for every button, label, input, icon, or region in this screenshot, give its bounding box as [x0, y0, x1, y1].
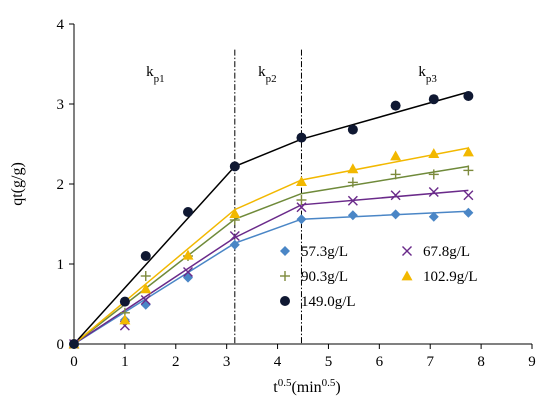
- x-tick-label: 8: [477, 354, 485, 370]
- legend-label: 90.3g/L: [301, 269, 348, 285]
- x-tick-label: 9: [528, 354, 536, 370]
- x-tick-label: 1: [121, 354, 129, 370]
- data-point: [182, 207, 193, 217]
- data-point: [140, 295, 151, 305]
- data-point: [295, 176, 307, 186]
- legend-entry: 57.3g/L: [280, 244, 348, 260]
- y-axis-title: qt(g/g): [9, 162, 26, 206]
- legend-label: 102.9g/L: [423, 269, 478, 285]
- data-point: [390, 150, 402, 161]
- x-tick-label: 0: [70, 354, 78, 370]
- data-point: [428, 211, 439, 222]
- data-point: [462, 146, 474, 157]
- data-point: [229, 208, 241, 218]
- data-point: [390, 169, 401, 180]
- legend-entry: 90.3g/L: [280, 269, 348, 285]
- x-tick-label: 4: [274, 354, 282, 370]
- data-point: [390, 190, 401, 201]
- data-point: [140, 283, 152, 294]
- legend: 57.3g/L 67.8g/L 90.3g/L 102.9g/L 149.0g/L: [280, 244, 478, 310]
- x-tick-label: 7: [426, 354, 434, 370]
- x-tick-label: 5: [325, 354, 333, 370]
- x-tick-label: 3: [223, 354, 231, 370]
- data-point: [428, 187, 439, 197]
- data-point: [229, 239, 240, 250]
- legend-marker: [402, 246, 412, 256]
- legend-entry: 102.9g/L: [401, 269, 478, 285]
- data-point: [428, 169, 439, 180]
- fit-line-series-2: [73, 165, 469, 345]
- data-point: [463, 207, 474, 218]
- fit-line-series-0: [73, 210, 469, 345]
- data-point: [428, 94, 439, 105]
- data-point: [347, 177, 358, 188]
- y-tick-label: 4: [57, 17, 65, 33]
- fit-line-series-4: [73, 91, 469, 345]
- data-point: [463, 190, 474, 201]
- legend-label: 57.3g/L: [301, 244, 348, 260]
- data-point: [119, 296, 130, 307]
- x-axis-title: t0.5(min0.5): [273, 377, 341, 396]
- data-point: [296, 132, 307, 143]
- data-point: [347, 124, 358, 135]
- data-point: [182, 267, 193, 277]
- legend-marker: [401, 270, 413, 281]
- data-point: [140, 271, 151, 281]
- data-point: [390, 209, 401, 220]
- data-point: [140, 251, 151, 261]
- plot-area: 0 1 2 3 4 5 6 7 8 9 0 1 2 3 4 t0.5(min0.5) qt(g/g) kp1 kp2…: [9, 17, 536, 396]
- data-point: [229, 161, 240, 172]
- series-0-points: [69, 207, 474, 349]
- legend-entry: 149.0g/L: [280, 294, 356, 310]
- region-label-p1: kp1: [146, 64, 165, 85]
- series-4-points: [69, 91, 474, 349]
- data-point: [390, 100, 401, 111]
- data-point: [463, 91, 474, 101]
- data-point: [119, 314, 131, 325]
- data-point: [69, 339, 79, 349]
- series-3-points: [68, 146, 474, 349]
- data-point: [182, 249, 194, 260]
- fit-line-series-1: [73, 189, 469, 345]
- data-point: [296, 214, 307, 225]
- data-point: [428, 148, 440, 158]
- data-point: [463, 165, 474, 176]
- legend-marker: [280, 246, 290, 256]
- y-tick-label: 0: [57, 337, 65, 353]
- legend-marker: [280, 271, 290, 281]
- x-tick-label: 6: [376, 354, 384, 370]
- region-label-p3: kp3: [418, 64, 437, 85]
- y-tick-label: 3: [57, 97, 65, 113]
- x-tick-label: 2: [172, 354, 180, 370]
- data-point: [347, 210, 358, 221]
- data-point: [296, 202, 307, 213]
- data-point: [296, 195, 307, 205]
- region-label-p2: kp2: [258, 64, 277, 85]
- legend-label: 149.0g/L: [301, 294, 356, 310]
- y-tick-label: 1: [57, 257, 65, 273]
- fit-line-series-3: [73, 147, 469, 345]
- data-point: [347, 195, 358, 206]
- legend-entry: 67.8g/L: [402, 244, 470, 260]
- legend-marker: [280, 296, 290, 306]
- legend-label: 67.8g/L: [423, 244, 470, 260]
- data-point: [229, 231, 240, 241]
- data-point: [347, 163, 359, 174]
- y-tick-label: 2: [57, 177, 65, 193]
